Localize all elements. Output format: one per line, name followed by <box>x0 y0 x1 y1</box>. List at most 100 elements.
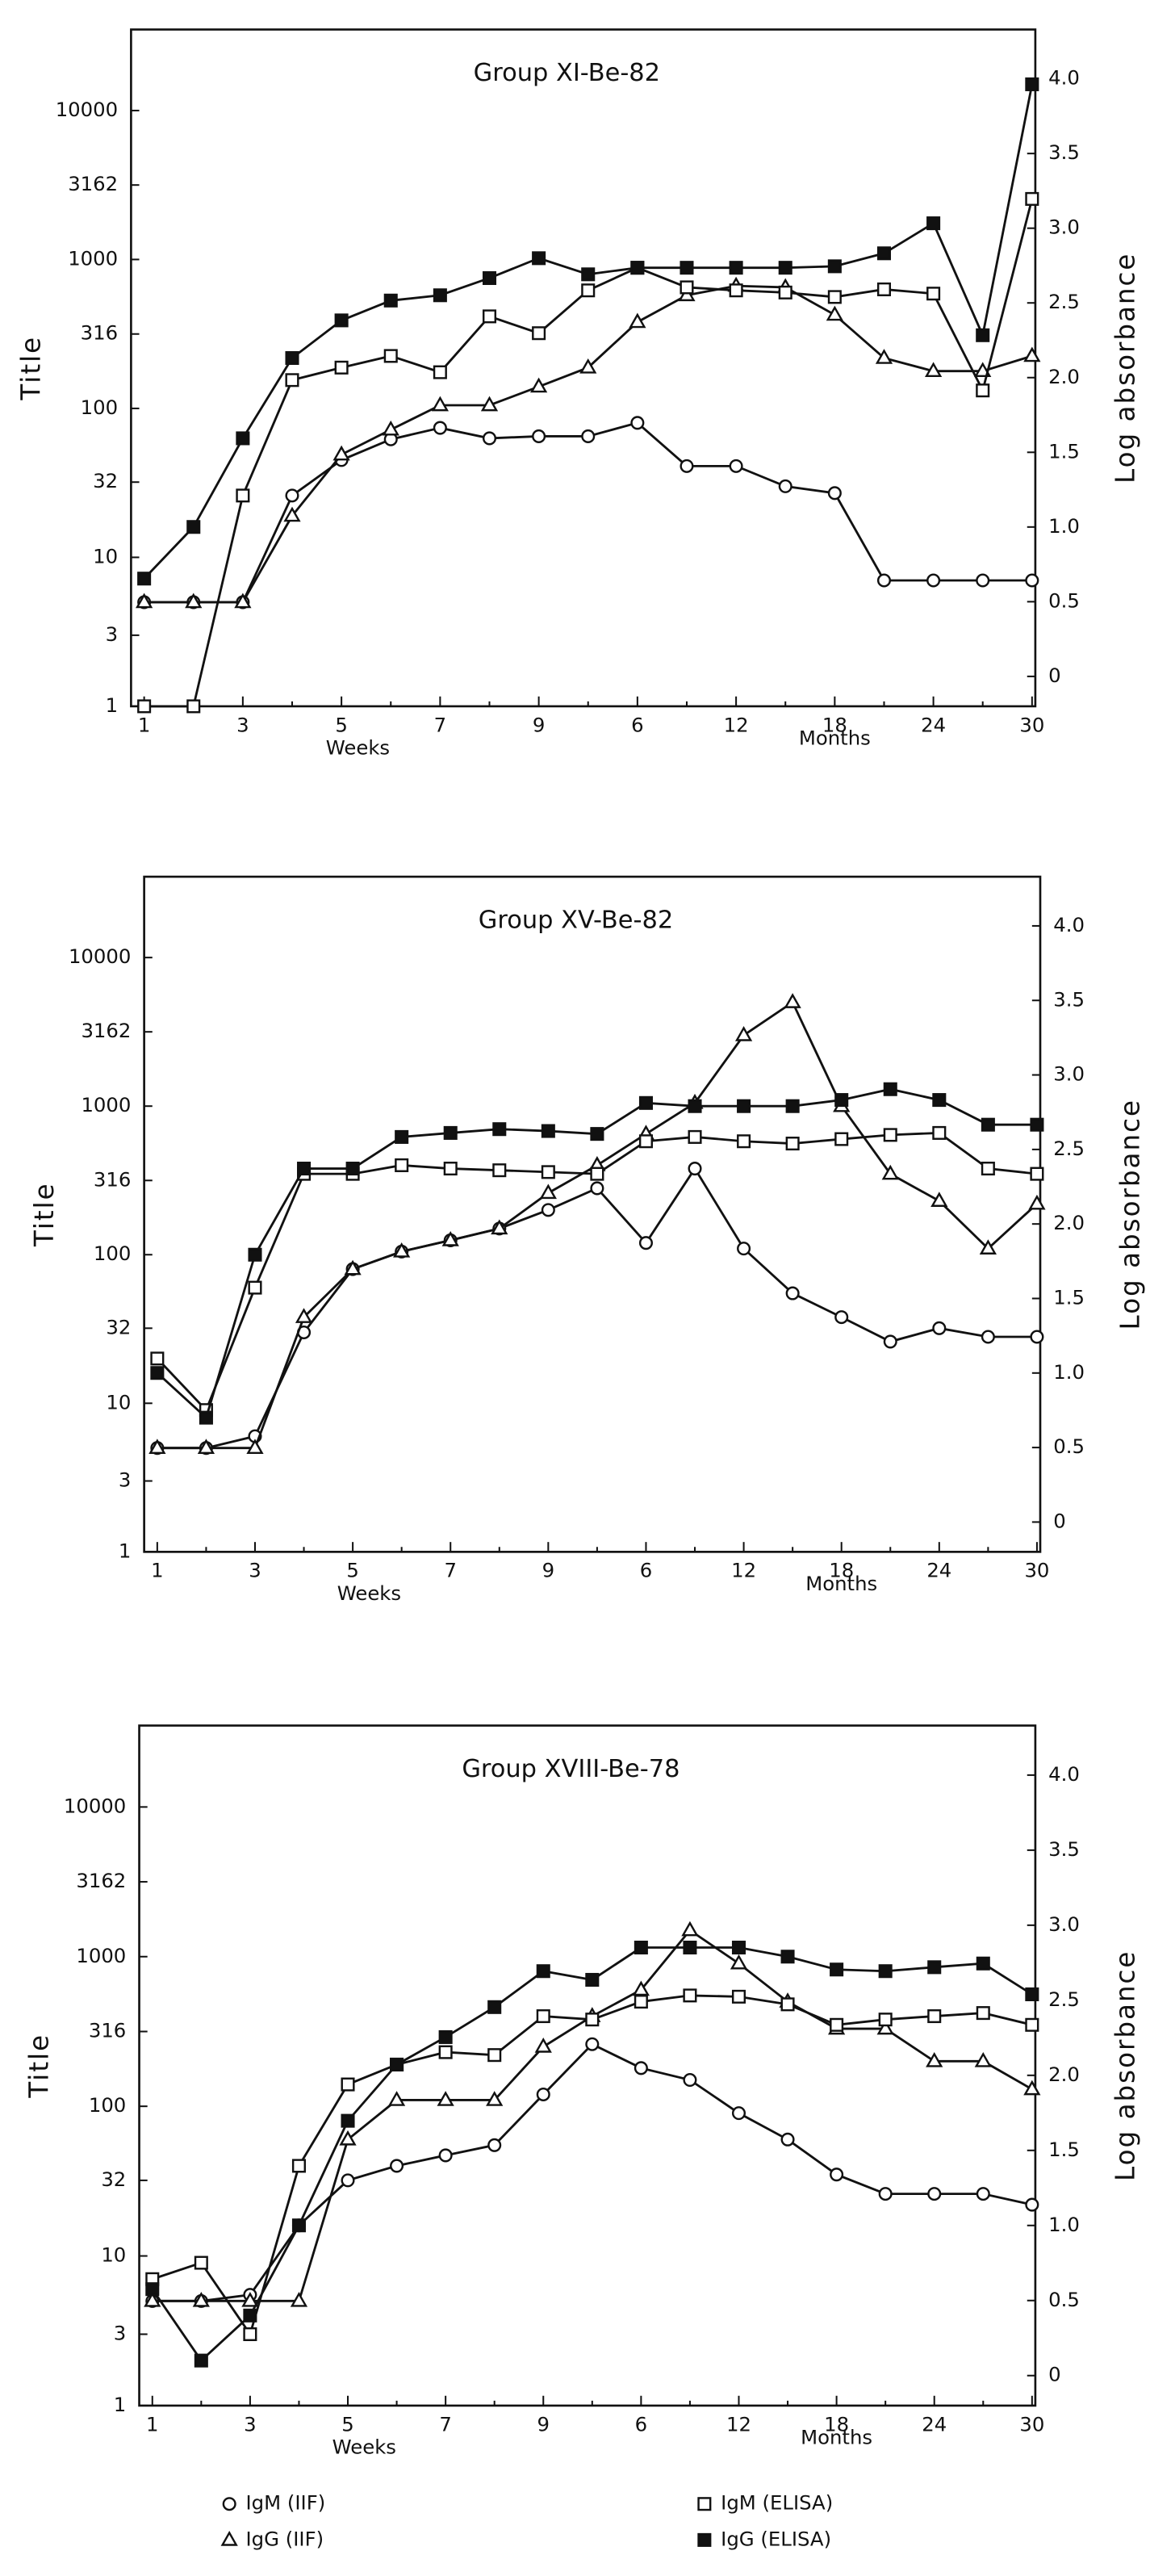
point <box>437 2091 454 2106</box>
legend-marker <box>697 2497 712 2511</box>
point <box>681 1920 699 1937</box>
point <box>883 1128 897 1142</box>
y2-tick-label: 3.0 <box>1048 1912 1080 1936</box>
point <box>581 267 596 282</box>
point <box>387 2091 406 2106</box>
y-tick-label: 1 <box>119 1539 132 1562</box>
y2-tick-label: 0.5 <box>1048 589 1080 612</box>
legend-item: IgG (IIF) <box>220 2527 324 2550</box>
series-line <box>152 2042 1033 2302</box>
y-axis-label: Title <box>29 1182 60 1247</box>
point <box>443 1125 458 1140</box>
point <box>536 2087 550 2102</box>
point <box>199 1410 213 1425</box>
point <box>285 350 299 366</box>
point <box>734 1025 753 1041</box>
point <box>234 593 252 609</box>
y-tick-label: 3162 <box>81 1019 131 1042</box>
point <box>285 488 299 503</box>
point <box>1025 2197 1039 2212</box>
y2-tick-label: 3.5 <box>1053 987 1085 1011</box>
y2-tick-label: 4.0 <box>1048 1762 1080 1786</box>
legend-marker <box>220 2530 238 2546</box>
point <box>981 1330 995 1344</box>
point <box>785 1137 800 1151</box>
point <box>492 1163 507 1178</box>
point <box>480 396 499 412</box>
x-tick-label: 3 <box>236 713 249 736</box>
y-tick-label: 1000 <box>76 1944 126 1967</box>
x-tick-label: 3 <box>244 2412 257 2436</box>
point <box>688 1162 702 1176</box>
y2-axis-label: Log absorbance <box>1110 253 1141 484</box>
point <box>974 2051 992 2067</box>
point <box>431 396 449 412</box>
point <box>241 2291 259 2307</box>
y-tick-label: 32 <box>106 1315 131 1338</box>
y2-tick-label: 1.5 <box>1048 439 1080 463</box>
point <box>927 2009 942 2024</box>
point <box>433 365 447 379</box>
point <box>737 1242 751 1256</box>
x-tick-label: 18 <box>829 1559 854 1582</box>
point <box>433 421 447 435</box>
point <box>780 1997 795 2012</box>
chart-title: Group XVIII-Be-78 <box>462 1755 680 1783</box>
legend-marker <box>222 2497 236 2511</box>
point <box>979 1239 997 1254</box>
x-axis-label: Weeks <box>326 736 390 760</box>
point <box>192 2291 210 2307</box>
point <box>243 2308 257 2323</box>
x-tick-label: 18 <box>824 2412 849 2436</box>
x-tick-label: 5 <box>346 1559 359 1582</box>
point <box>926 287 941 301</box>
y2-tick-label: 1.0 <box>1053 1360 1085 1384</box>
y-tick-label: 32 <box>93 469 118 492</box>
point <box>680 459 694 473</box>
point <box>390 2057 404 2072</box>
point <box>881 1164 899 1180</box>
legend-item: IgG (ELISA) <box>697 2527 831 2550</box>
point <box>634 1995 648 2009</box>
point <box>976 573 990 588</box>
point <box>876 282 892 296</box>
x-tick-label: 1 <box>146 2412 158 2436</box>
point <box>878 1964 893 1979</box>
point <box>930 1192 948 1207</box>
point <box>830 1962 844 1977</box>
point <box>536 1964 550 1979</box>
point <box>1025 573 1039 588</box>
point <box>579 358 597 374</box>
point <box>137 699 152 714</box>
y2-tick-label: 2.0 <box>1048 365 1080 388</box>
y2-tick-label: 4.0 <box>1048 66 1080 90</box>
legend-label: IgG (IIF) <box>245 2527 324 2550</box>
point <box>585 1972 600 1987</box>
point <box>1025 191 1039 206</box>
x-tick-label: 24 <box>922 2412 947 2436</box>
y2-tick-label: 1.0 <box>1048 514 1080 538</box>
y2-tick-label: 1.5 <box>1053 1285 1085 1309</box>
y-tick-label: 3162 <box>68 172 118 195</box>
point <box>1028 1194 1046 1210</box>
point <box>194 2353 208 2368</box>
y2-axis-label: Log absorbance <box>1110 1950 1141 2181</box>
point <box>441 1231 459 1246</box>
y-tick-label: 100 <box>89 2093 126 2117</box>
x-tick-label: 12 <box>731 1559 756 1582</box>
y2-tick-label: 0 <box>1048 2363 1061 2386</box>
y-tick-label: 10 <box>93 544 118 568</box>
point <box>680 280 694 295</box>
point <box>186 699 201 714</box>
point <box>532 251 546 266</box>
point <box>486 2091 504 2106</box>
point <box>827 486 842 501</box>
point <box>393 1242 411 1258</box>
point <box>534 2037 552 2053</box>
point <box>532 429 546 443</box>
point <box>345 1162 360 1176</box>
y2-tick-label: 0 <box>1053 1509 1066 1532</box>
series-line <box>157 1000 1038 1450</box>
point <box>585 2037 600 2051</box>
